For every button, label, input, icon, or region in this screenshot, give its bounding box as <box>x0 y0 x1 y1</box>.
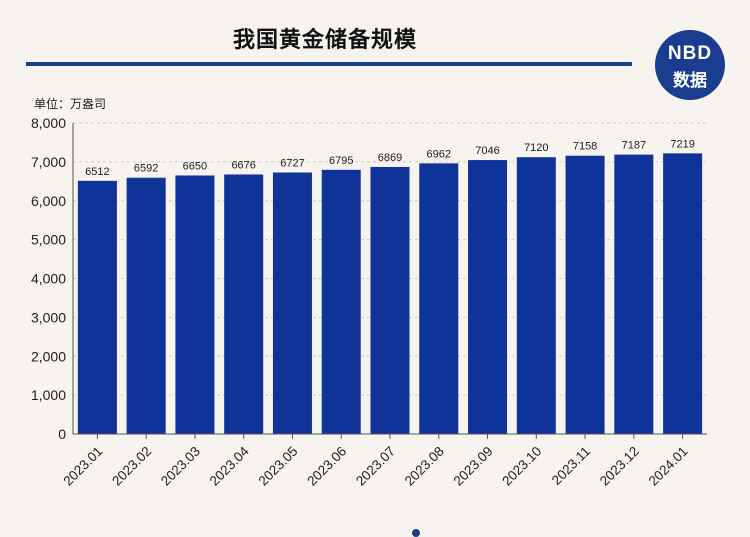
chart-title: 我国黄金储备规模 <box>232 28 417 53</box>
bar <box>468 160 508 435</box>
x-tick-label: 2023.08 <box>402 444 447 489</box>
logo-text-top: NBD <box>667 43 713 64</box>
title-underline <box>26 62 632 66</box>
y-tick-label: 1,000 <box>31 387 66 403</box>
y-tick-label: 5,000 <box>31 232 66 248</box>
data-labels: 6512 6592 6650 6676 6727 6795 6869 6962 7046 7120… <box>85 138 695 177</box>
x-tick-label: 2023.10 <box>499 444 544 489</box>
data-label: 6795 <box>329 155 353 167</box>
x-tick-label: 2023.06 <box>304 444 349 489</box>
x-axis: 2023.01 2023.02 2023.03 2023.04 2023.05 2023.… <box>60 433 707 489</box>
y-tick-label: 8,000 <box>31 115 66 131</box>
x-tick-label: 2023.01 <box>60 444 105 489</box>
bar <box>419 163 459 435</box>
data-label: 6676 <box>231 159 255 171</box>
x-tick-label: 2023.09 <box>451 444 496 489</box>
data-label: 7158 <box>573 141 597 153</box>
pagination-dot <box>412 529 420 537</box>
bar <box>370 166 410 434</box>
unit-label: 单位：万盎司 <box>34 97 107 111</box>
x-tick-label: 2023.12 <box>597 444 642 489</box>
x-tick-label: 2023.07 <box>353 444 398 489</box>
data-label: 6592 <box>134 163 158 175</box>
bar <box>126 177 166 434</box>
y-axis: 0 1,000 2,000 3,000 4,000 5,000 6,000 7,000 8,00… <box>31 115 74 442</box>
data-label: 6869 <box>378 152 402 164</box>
data-label: 7187 <box>622 140 646 152</box>
y-tick-label: 4,000 <box>31 271 66 287</box>
nbd-logo: NBD 数据 <box>655 30 725 100</box>
x-tick-label: 2023.05 <box>255 444 300 489</box>
y-tick-label: 2,000 <box>31 348 66 364</box>
bar <box>663 153 703 434</box>
logo-text-bottom: 数据 <box>673 71 707 91</box>
bar <box>224 174 264 434</box>
y-tick-label: 6,000 <box>31 193 66 209</box>
data-label: 6962 <box>427 148 451 160</box>
data-label: 7219 <box>670 138 694 150</box>
bar <box>614 154 654 434</box>
y-tick-label: 7,000 <box>31 154 66 170</box>
data-label: 7046 <box>475 145 499 157</box>
bar <box>516 157 556 434</box>
x-tick-label: 2023.04 <box>207 443 252 488</box>
bar <box>175 175 215 434</box>
x-tick-label: 2023.02 <box>109 444 154 489</box>
y-tick-label: 3,000 <box>31 309 66 325</box>
bar <box>272 172 312 435</box>
x-tick-label: 2023.03 <box>158 444 203 489</box>
bar <box>321 169 361 435</box>
y-tick-label: 0 <box>58 426 66 442</box>
data-label: 6727 <box>280 157 304 169</box>
data-label: 7120 <box>524 142 548 154</box>
data-label: 6512 <box>85 166 109 178</box>
bars <box>77 153 703 435</box>
bar <box>565 155 605 434</box>
x-tick-label: 2023.11 <box>549 444 593 488</box>
x-tick-label: 2024.01 <box>646 444 691 489</box>
bar <box>77 180 117 434</box>
data-label: 6650 <box>183 160 207 172</box>
